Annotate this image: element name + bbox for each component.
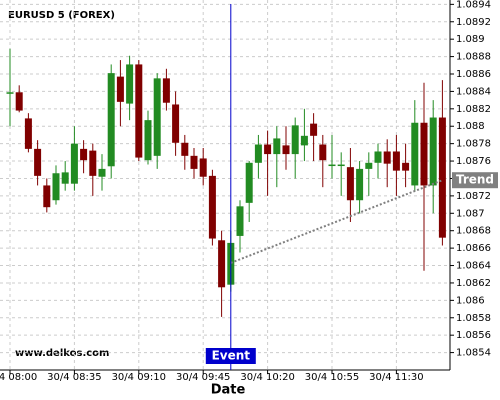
y-tick-label: 1.0854	[456, 348, 491, 359]
candle-body	[144, 120, 152, 161]
candle-body	[107, 73, 115, 167]
y-tick-label: 1.0864	[456, 261, 491, 272]
x-tick-label: 30/4 09:10	[112, 372, 166, 383]
candle-body	[337, 164, 345, 167]
candle-body	[245, 162, 253, 203]
candle-body	[300, 135, 308, 146]
candle-body	[438, 117, 446, 238]
trend-line	[230, 179, 443, 264]
y-tick-label: 1.0858	[456, 313, 491, 324]
candle-body	[291, 125, 299, 155]
candle-body	[356, 168, 364, 201]
candle-body	[43, 185, 51, 208]
candle-body	[374, 151, 382, 163]
x-tick-label: 30/4 09:45	[176, 372, 230, 383]
y-tick-label: 1.0866	[456, 243, 491, 254]
trend-label-box	[452, 172, 498, 189]
candle-body	[236, 206, 244, 236]
candle-body	[365, 162, 373, 169]
candle-body	[190, 155, 198, 169]
candle-body	[34, 148, 42, 176]
candle-body	[80, 148, 88, 161]
x-tick-label: 30/4 10:20	[240, 372, 294, 383]
candle-body	[52, 173, 60, 201]
candle-body	[282, 145, 290, 155]
candle-body	[135, 64, 143, 158]
x-tick-label: 30/4 10:55	[305, 372, 359, 383]
candle-body	[319, 144, 327, 161]
candle-body	[383, 151, 391, 164]
candle-body	[24, 118, 32, 149]
candle-body	[328, 164, 336, 167]
candle-body	[254, 144, 262, 163]
y-tick-label: 1.0884	[456, 86, 491, 97]
y-tick-label: 1.0856	[456, 330, 491, 341]
candle-body	[162, 78, 170, 103]
y-tick-label: 1.0894	[456, 0, 491, 10]
candle-body	[273, 138, 281, 155]
y-tick-label: 1.0872	[456, 191, 491, 202]
candle-body	[411, 122, 419, 186]
candle-body	[61, 172, 69, 184]
y-tick-label: 1.0892	[456, 17, 491, 28]
y-tick-label: 1.089	[456, 34, 485, 45]
y-tick-label: 1.0882	[456, 104, 491, 115]
candle-body	[208, 175, 216, 239]
candle-body	[70, 143, 78, 184]
y-tick-label: 1.0886	[456, 69, 491, 80]
candle-body	[402, 162, 410, 171]
candle-body	[89, 150, 97, 176]
candle-body	[218, 240, 226, 288]
x-tick-label: 30/4 08:00	[0, 372, 37, 383]
x-tick-label: 30/4 08:35	[47, 372, 101, 383]
y-tick-label: 1.0862	[456, 278, 491, 289]
candle-body	[6, 92, 14, 94]
candle-body	[172, 104, 180, 143]
candle-body	[346, 167, 354, 201]
candle-body	[429, 117, 437, 186]
event-label: Event	[212, 349, 251, 363]
trend-label: Trend	[456, 173, 494, 187]
y-tick-label: 1.0876	[456, 156, 491, 167]
candle-body	[98, 168, 106, 177]
candle-body	[310, 123, 318, 136]
candle-body	[392, 151, 400, 171]
candle-body	[199, 158, 207, 177]
y-tick-label: 1.087	[456, 208, 485, 219]
y-tick-label: 1.0888	[456, 52, 491, 63]
x-tick-label: 30/4 11:30	[369, 372, 423, 383]
chart-title: EURUSD 5 (FOREX)	[8, 10, 115, 21]
candle-body	[181, 142, 189, 156]
candle-body	[420, 122, 428, 186]
y-tick-label: 1.088	[456, 121, 485, 132]
candle-body	[15, 92, 23, 111]
candle-body	[153, 78, 161, 156]
watermark: www.delkos.com	[15, 348, 109, 359]
y-tick-label: 1.0878	[456, 139, 491, 150]
candle-body	[264, 144, 272, 155]
x-axis-label: Date	[211, 383, 246, 398]
candle-body	[126, 64, 134, 104]
y-tick-label: 1.0868	[456, 226, 491, 237]
y-tick-label: 1.086	[456, 295, 485, 306]
candle-body	[116, 76, 124, 102]
event-label-box	[205, 348, 256, 364]
